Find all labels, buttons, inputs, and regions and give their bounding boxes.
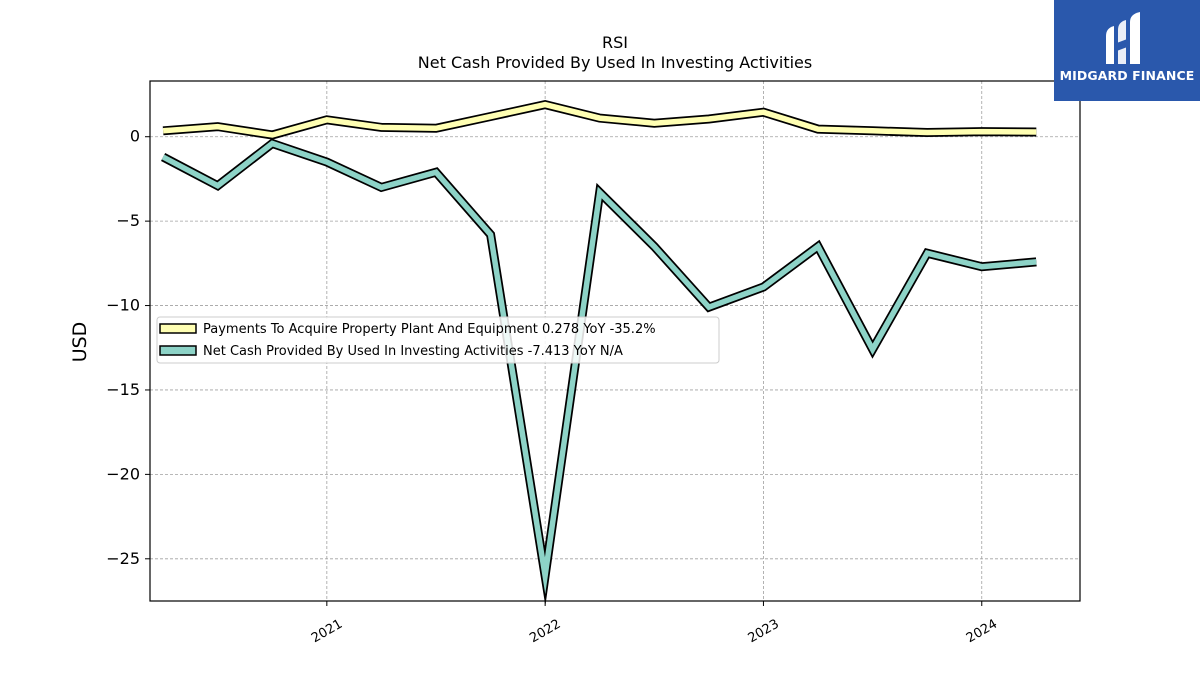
logo-text: MIDGARD FINANCE	[1059, 68, 1195, 83]
y-tick-label: 0	[130, 127, 140, 146]
plot-frame	[149, 80, 1081, 602]
y-tick-label: −25	[106, 549, 140, 568]
chart-subtitle: Net Cash Provided By Used In Investing A…	[418, 53, 812, 72]
ticks: 0 −5 −10 −15 −20 −25 2021 2022 2023 2024	[106, 127, 1000, 646]
x-tick-label: 2022	[527, 617, 563, 647]
series-line-capex	[162, 101, 1037, 138]
legend-swatch	[159, 323, 197, 334]
y-tick-label: −5	[116, 211, 140, 230]
series-layer	[161, 99, 1037, 606]
legend-swatch	[159, 345, 197, 356]
y-tick-label: −15	[106, 380, 140, 399]
legend-box	[156, 316, 720, 364]
legend-label: Payments To Acquire Property Plant And E…	[203, 322, 656, 337]
x-tick-label: 2021	[309, 617, 345, 647]
series-line-investing	[161, 140, 1037, 595]
y-tick-label: −20	[106, 464, 140, 483]
x-tick-label: 2023	[746, 617, 782, 647]
logo-mark-icon	[1106, 12, 1140, 64]
grid	[150, 81, 1080, 601]
brand-logo: MIDGARD FINANCE	[1054, 0, 1200, 101]
legend: Payments To Acquire Property Plant And E…	[156, 316, 720, 364]
x-tick-label: 2024	[964, 617, 1000, 647]
chart-title: RSI	[602, 33, 628, 52]
y-tick-label: −10	[106, 296, 140, 315]
legend-label: Net Cash Provided By Used In Investing A…	[203, 344, 623, 359]
y-axis-label: USD	[69, 322, 91, 363]
